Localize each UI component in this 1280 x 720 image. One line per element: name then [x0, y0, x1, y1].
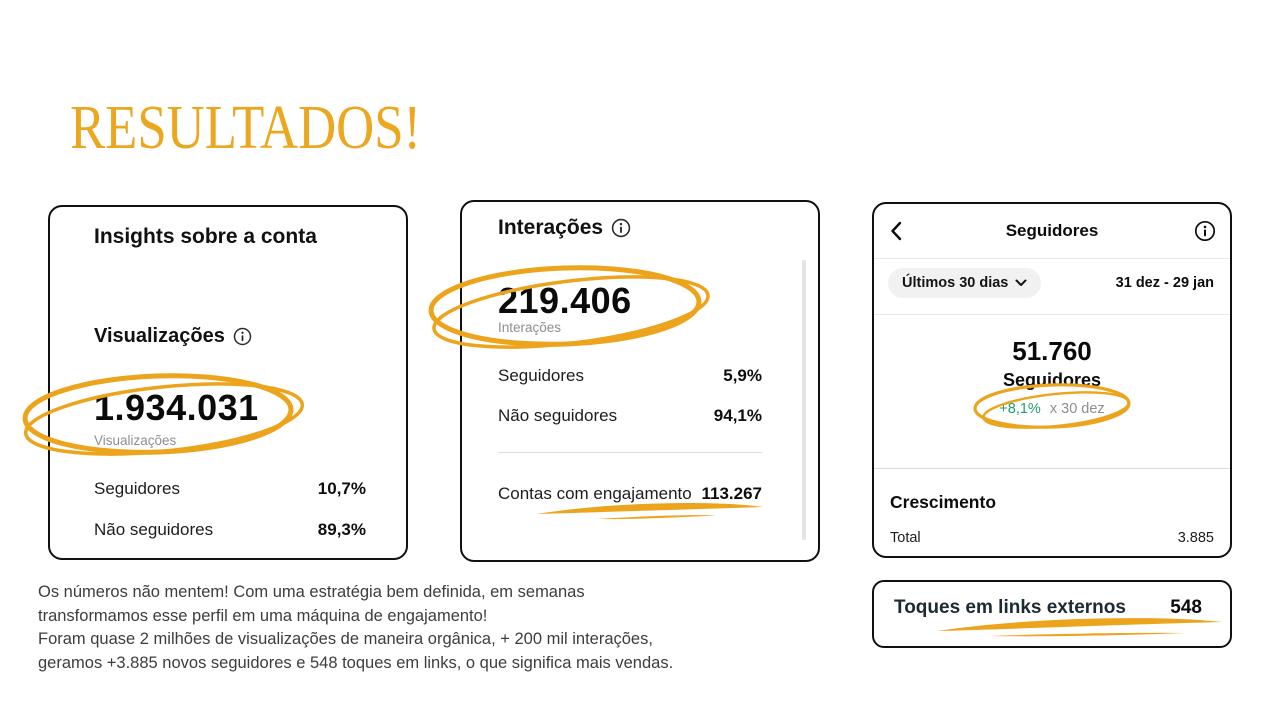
summary-line: geramos +3.885 novos seguidores e 548 to… — [38, 653, 674, 672]
divider — [498, 452, 762, 453]
followers-delta: +8,1% x 30 dez — [874, 401, 1230, 417]
summary-paragraph: Os números não mentem! Com uma estratégi… — [38, 581, 673, 675]
divider — [874, 314, 1230, 315]
views-section-label: Visualizações — [94, 325, 225, 347]
filter-label: Últimos 30 dias — [902, 275, 1009, 291]
followers-metric-label: Seguidores — [1002, 370, 1102, 390]
engaged-accounts-row: Contas com engajamento 113.267 — [498, 484, 762, 504]
row-value: 89,3% — [317, 520, 366, 539]
link-taps-card: Toques em links externos 548 — [872, 580, 1232, 648]
info-icon[interactable] — [611, 218, 631, 238]
table-row: Não seguidores 94,1% — [498, 406, 762, 426]
interactions-title-label: Interações — [498, 216, 604, 239]
interactions-metric-value: 219.406 — [498, 280, 632, 321]
row-label: Não seguidores — [94, 520, 214, 539]
summary-line: transformamos esse perfil em uma máquina… — [38, 606, 488, 625]
interactions-card: Interações 219.406 Interações Seguidores… — [460, 200, 820, 562]
delta-suffix: x 30 dez — [1049, 401, 1105, 417]
row-label: Seguidores — [498, 366, 585, 385]
row-label: Seguidores — [94, 479, 181, 498]
scrollbar[interactable] — [802, 260, 806, 540]
interactions-card-heading: Interações — [498, 216, 631, 240]
delta-value: +8,1% — [999, 401, 1041, 417]
growth-section-title: Crescimento — [890, 492, 997, 512]
table-row: Não seguidores 89,3% — [94, 520, 366, 540]
interactions-metric-label: Interações — [498, 320, 562, 335]
table-row: Seguidores 5,9% — [498, 366, 762, 386]
row-value: 113.267 — [701, 484, 762, 503]
chevron-down-icon — [1015, 279, 1027, 286]
row-label: Não seguidores — [498, 406, 618, 425]
insights-card: Insights sobre a conta Visualizações 1.9… — [48, 205, 408, 560]
divider — [874, 468, 1230, 469]
date-range-filter-button[interactable]: Últimos 30 dias — [888, 268, 1042, 298]
link-taps-label: Toques em links externos — [894, 597, 1126, 618]
link-taps-value: 548 — [1170, 597, 1202, 618]
views-metric-value: 1.934.031 — [94, 387, 259, 428]
row-value: 10,7% — [317, 479, 366, 498]
row-value: 94,1% — [713, 406, 762, 425]
total-row: Total 3.885 — [890, 530, 1214, 546]
row-value: 5,9% — [723, 366, 762, 385]
row-label: Contas com engajamento — [498, 484, 692, 503]
info-icon[interactable] — [1194, 220, 1216, 242]
insights-card-title: Insights sobre a conta — [94, 225, 317, 248]
views-metric-label: Visualizações — [94, 433, 177, 448]
views-section-heading: Visualizações — [94, 325, 252, 348]
info-icon[interactable] — [233, 327, 252, 346]
followers-metric-value: 51.760 — [1012, 336, 1092, 366]
followers-header-title: Seguidores — [1005, 221, 1099, 240]
summary-line: Os números não mentem! Com uma estratégi… — [38, 583, 585, 601]
row-label: Total — [890, 530, 921, 546]
back-chevron-icon[interactable] — [890, 221, 902, 241]
divider — [874, 258, 1230, 259]
followers-header: Seguidores — [874, 204, 1230, 258]
summary-line: Foram quase 2 milhões de visualizações d… — [38, 630, 653, 648]
followers-card: Seguidores Últimos 30 dias 31 dez - 29 j… — [872, 202, 1232, 558]
table-row: Seguidores 10,7% — [94, 479, 366, 499]
row-value: 3.885 — [1177, 530, 1214, 546]
date-range-label: 31 dez - 29 jan — [1115, 275, 1214, 291]
page-title: RESULTADOS! — [70, 93, 422, 162]
